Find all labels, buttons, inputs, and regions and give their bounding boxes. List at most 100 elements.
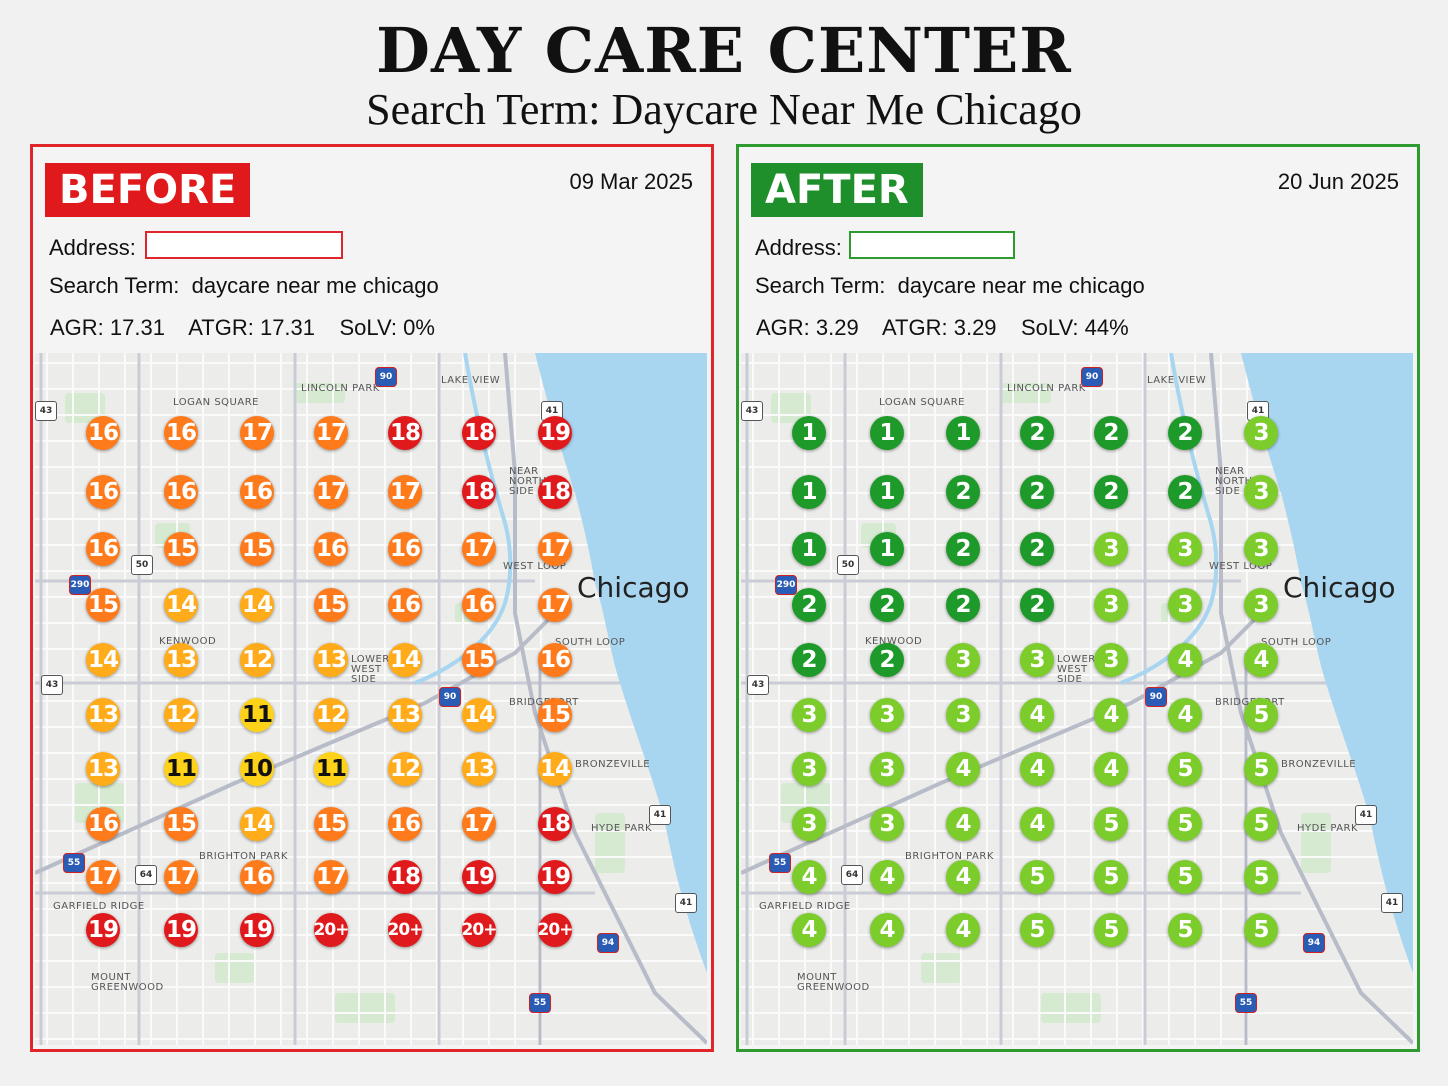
rank-pin[interactable]: 19 [240, 913, 274, 947]
rank-pin[interactable]: 1 [946, 416, 980, 450]
rank-pin[interactable]: 2 [1020, 588, 1054, 622]
rank-pin[interactable]: 15 [538, 698, 572, 732]
rank-pin[interactable]: 5 [1020, 913, 1054, 947]
rank-pin[interactable]: 16 [86, 416, 120, 450]
rank-pin[interactable]: 19 [462, 860, 496, 894]
rank-pin[interactable]: 16 [388, 532, 422, 566]
rank-pin[interactable]: 4 [1168, 643, 1202, 677]
rank-pin[interactable]: 4 [1094, 698, 1128, 732]
rank-pin[interactable]: 17 [314, 416, 348, 450]
rank-pin[interactable]: 2 [1168, 475, 1202, 509]
rank-pin[interactable]: 16 [388, 807, 422, 841]
rank-pin[interactable]: 12 [388, 752, 422, 786]
rank-pin[interactable]: 3 [1244, 475, 1278, 509]
rank-pin[interactable]: 16 [388, 588, 422, 622]
rank-pin[interactable]: 16 [240, 860, 274, 894]
rank-pin[interactable]: 4 [1020, 752, 1054, 786]
rank-pin[interactable]: 5 [1094, 807, 1128, 841]
rank-pin[interactable]: 3 [1244, 532, 1278, 566]
rank-pin[interactable]: 18 [462, 416, 496, 450]
rank-pin[interactable]: 5 [1020, 860, 1054, 894]
rank-pin[interactable]: 13 [388, 698, 422, 732]
rank-pin[interactable]: 10 [240, 752, 274, 786]
rank-pin[interactable]: 17 [314, 475, 348, 509]
rank-pin[interactable]: 15 [164, 532, 198, 566]
rank-pin[interactable]: 4 [946, 752, 980, 786]
rank-pin[interactable]: 18 [388, 860, 422, 894]
rank-pin[interactable]: 17 [314, 860, 348, 894]
rank-pin[interactable]: 12 [314, 698, 348, 732]
rank-pin[interactable]: 14 [538, 752, 572, 786]
rank-pin[interactable]: 3 [1244, 416, 1278, 450]
rank-pin[interactable]: 2 [792, 643, 826, 677]
rank-pin[interactable]: 3 [946, 698, 980, 732]
grid-map[interactable]: LOGAN SQUARE LINCOLN PARK LAKE VIEW NEAR NO… [741, 353, 1413, 1045]
rank-pin[interactable]: 20+ [462, 913, 497, 947]
rank-pin[interactable]: 13 [314, 643, 348, 677]
rank-pin[interactable]: 13 [86, 752, 120, 786]
rank-pin[interactable]: 16 [240, 475, 274, 509]
rank-pin[interactable]: 3 [946, 643, 980, 677]
rank-pin[interactable]: 14 [164, 588, 198, 622]
rank-pin[interactable]: 15 [462, 643, 496, 677]
rank-pin[interactable]: 16 [164, 416, 198, 450]
rank-pin[interactable]: 15 [86, 588, 120, 622]
rank-pin[interactable]: 1 [870, 532, 904, 566]
rank-pin[interactable]: 1 [792, 416, 826, 450]
rank-pin[interactable]: 17 [240, 416, 274, 450]
rank-pin[interactable]: 4 [792, 913, 826, 947]
rank-pin[interactable]: 2 [946, 475, 980, 509]
rank-pin[interactable]: 3 [1244, 588, 1278, 622]
rank-pin[interactable]: 1 [792, 532, 826, 566]
rank-pin[interactable]: 16 [462, 588, 496, 622]
rank-pin[interactable]: 5 [1168, 913, 1202, 947]
rank-pin[interactable]: 16 [314, 532, 348, 566]
rank-pin[interactable]: 2 [1020, 532, 1054, 566]
rank-pin[interactable]: 3 [1094, 588, 1128, 622]
rank-pin[interactable]: 16 [164, 475, 198, 509]
rank-pin[interactable]: 4 [946, 807, 980, 841]
rank-pin[interactable]: 14 [462, 698, 496, 732]
rank-pin[interactable]: 12 [240, 643, 274, 677]
rank-pin[interactable]: 12 [164, 698, 198, 732]
rank-pin[interactable]: 1 [870, 475, 904, 509]
rank-pin[interactable]: 15 [164, 807, 198, 841]
rank-pin[interactable]: 2 [792, 588, 826, 622]
rank-pin[interactable]: 3 [870, 698, 904, 732]
rank-pin[interactable]: 4 [792, 860, 826, 894]
rank-pin[interactable]: 11 [164, 752, 198, 786]
rank-pin[interactable]: 17 [538, 588, 572, 622]
rank-pin[interactable]: 14 [388, 643, 422, 677]
rank-pin[interactable]: 15 [240, 532, 274, 566]
rank-pin[interactable]: 19 [538, 416, 572, 450]
rank-pin[interactable]: 18 [462, 475, 496, 509]
rank-pin[interactable]: 17 [538, 532, 572, 566]
rank-pin[interactable]: 4 [870, 913, 904, 947]
rank-pin[interactable]: 13 [86, 698, 120, 732]
rank-pin[interactable]: 13 [462, 752, 496, 786]
rank-pin[interactable]: 2 [1020, 416, 1054, 450]
rank-pin[interactable]: 14 [240, 807, 274, 841]
rank-pin[interactable]: 16 [86, 807, 120, 841]
rank-pin[interactable]: 19 [86, 913, 120, 947]
rank-pin[interactable]: 15 [314, 588, 348, 622]
rank-pin[interactable]: 16 [86, 475, 120, 509]
rank-pin[interactable]: 5 [1244, 860, 1278, 894]
rank-pin[interactable]: 3 [792, 807, 826, 841]
rank-pin[interactable]: 4 [1168, 698, 1202, 732]
rank-pin[interactable]: 4 [1094, 752, 1128, 786]
rank-pin[interactable]: 16 [86, 532, 120, 566]
rank-pin[interactable]: 5 [1244, 752, 1278, 786]
rank-pin[interactable]: 5 [1244, 807, 1278, 841]
rank-pin[interactable]: 2 [946, 588, 980, 622]
rank-pin[interactable]: 17 [462, 532, 496, 566]
rank-pin[interactable]: 3 [1020, 643, 1054, 677]
rank-pin[interactable]: 2 [1094, 475, 1128, 509]
rank-pin[interactable]: 4 [1244, 643, 1278, 677]
rank-pin[interactable]: 3 [1094, 643, 1128, 677]
rank-pin[interactable]: 15 [314, 807, 348, 841]
rank-pin[interactable]: 2 [1094, 416, 1128, 450]
rank-pin[interactable]: 4 [870, 860, 904, 894]
rank-pin[interactable]: 5 [1168, 807, 1202, 841]
rank-pin[interactable]: 3 [1168, 532, 1202, 566]
